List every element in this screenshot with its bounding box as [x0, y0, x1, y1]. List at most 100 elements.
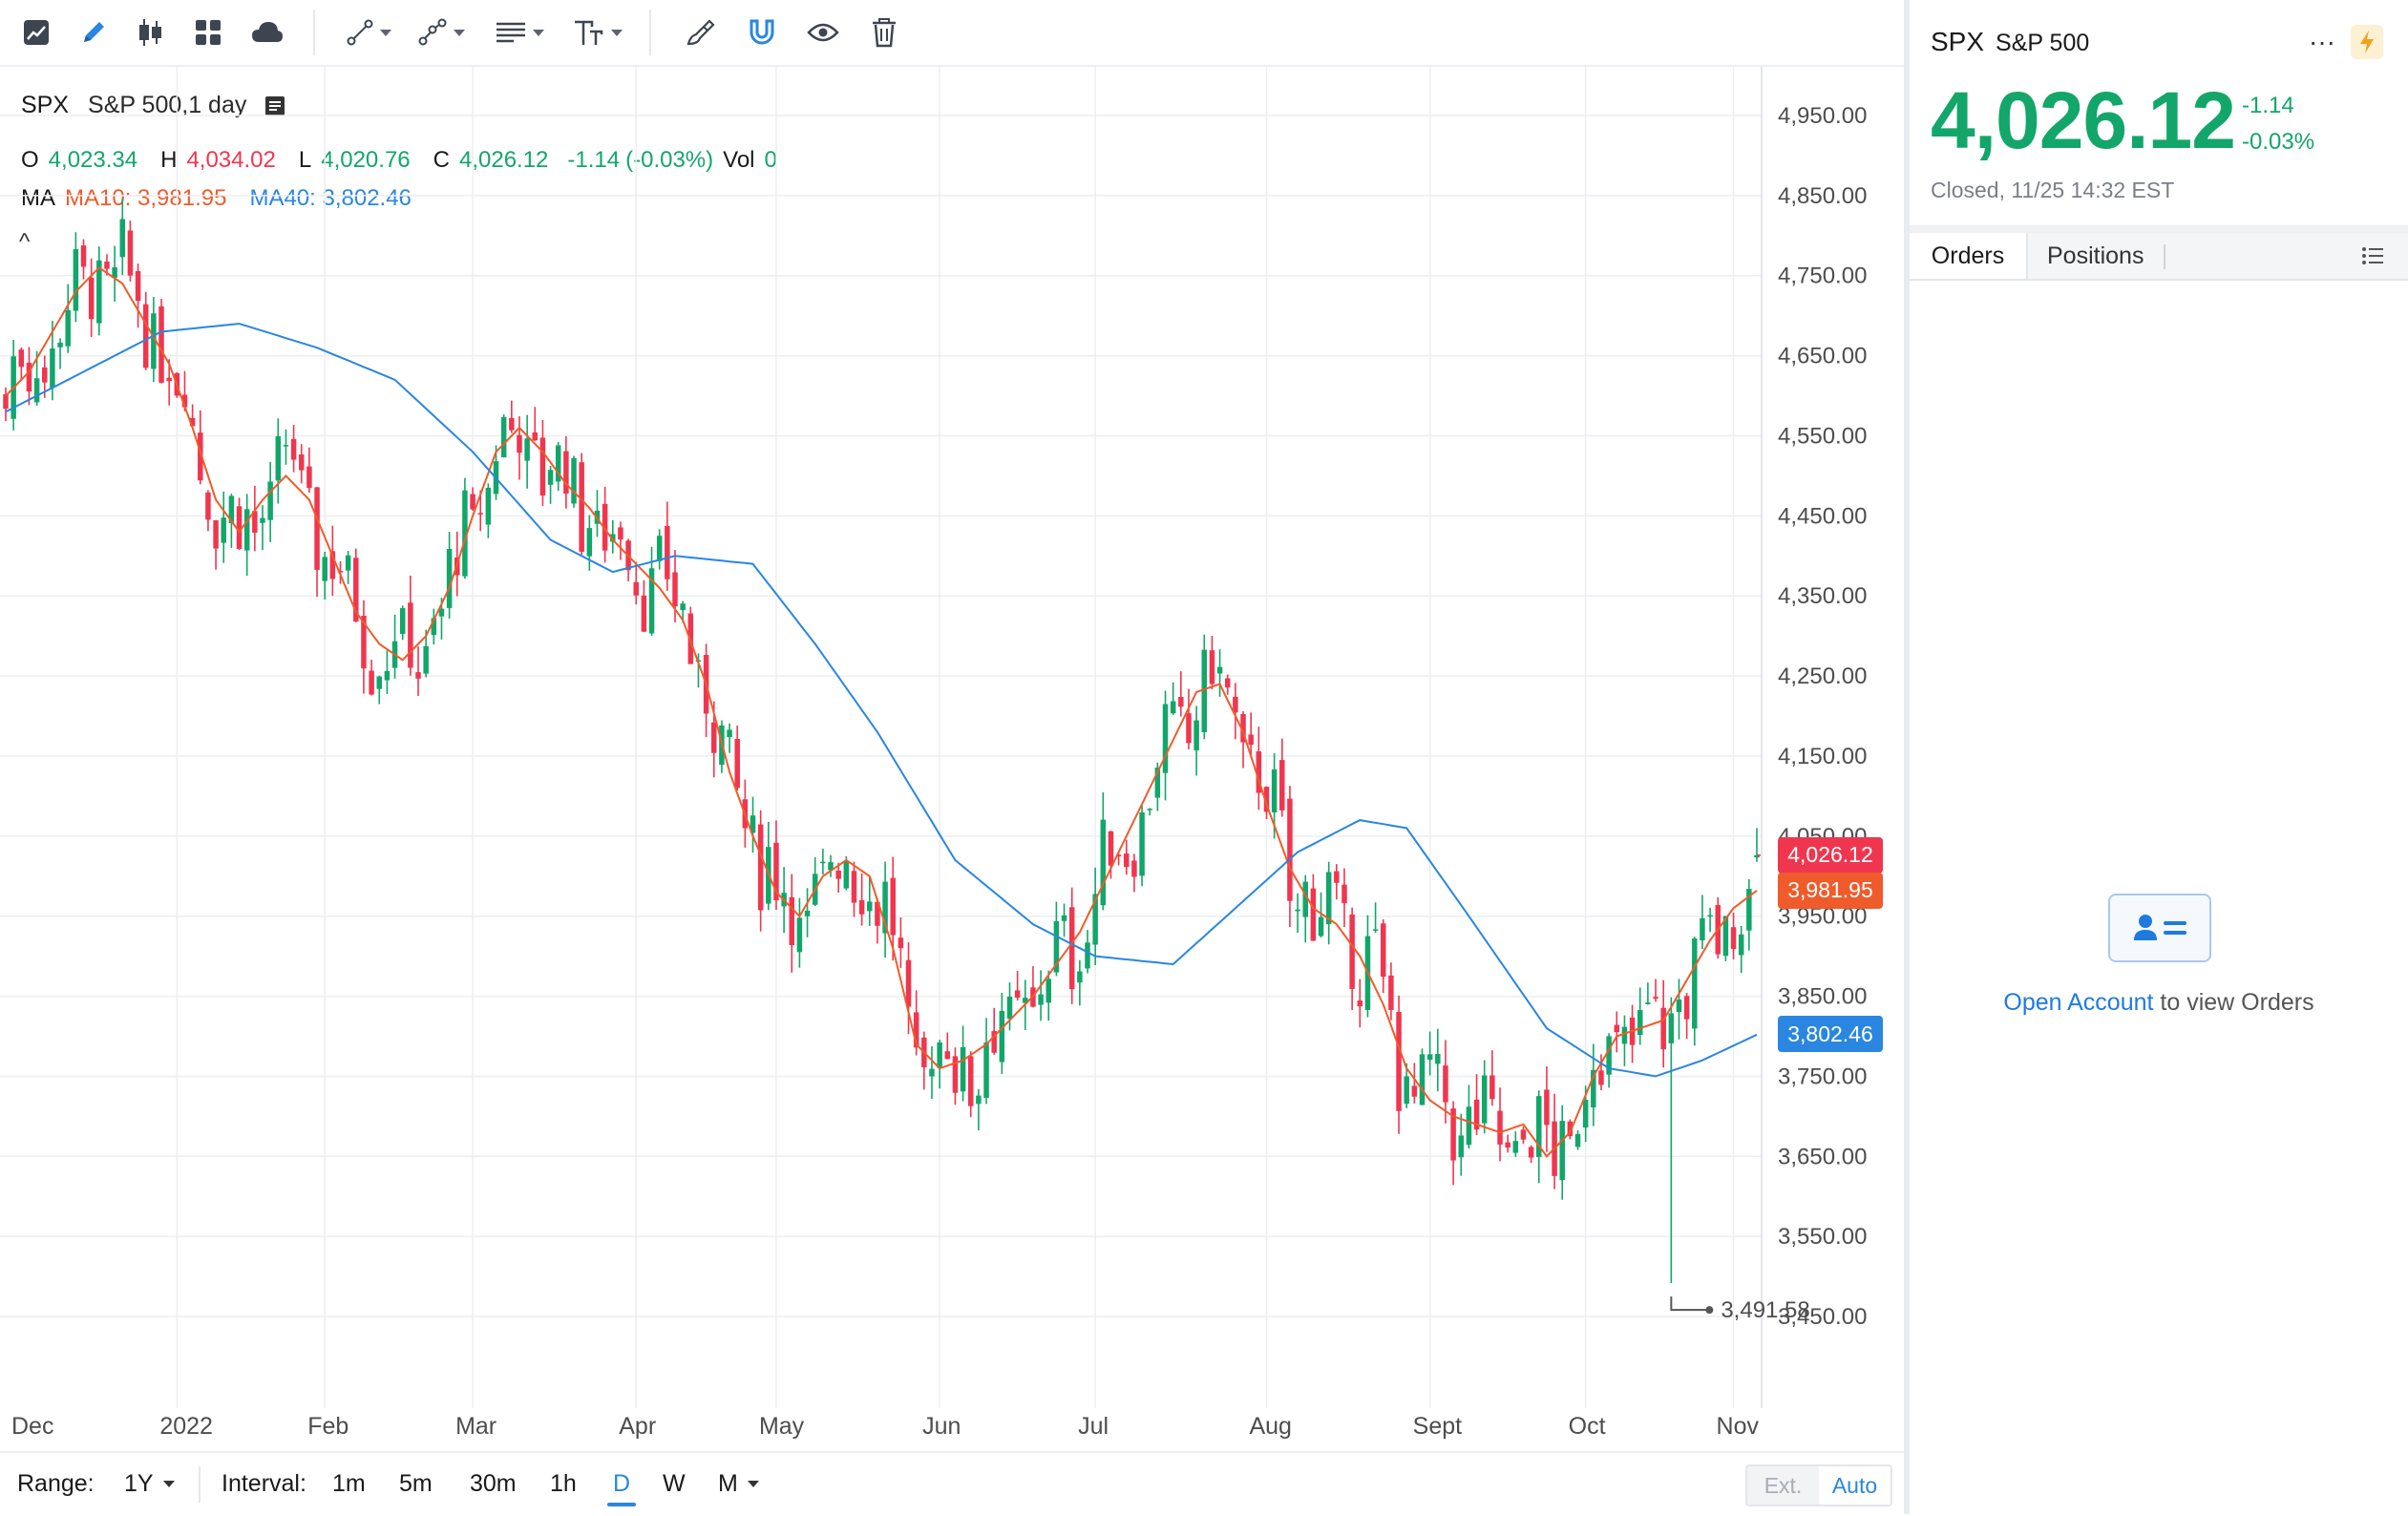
legend-volume-label: Vol: [723, 147, 755, 173]
orders-empty-message: Open Account to view Orders: [1910, 989, 2408, 1017]
candles-icon[interactable]: [132, 11, 170, 53]
candle-body: [1023, 998, 1028, 1003]
candle-body: [213, 519, 219, 549]
range-select[interactable]: 1Y: [124, 1470, 175, 1498]
candle-body: [999, 1010, 1005, 1063]
tab-positions[interactable]: Positions: [2047, 242, 2144, 269]
eye-icon[interactable]: [802, 11, 844, 53]
legend-ma40: MA40: 3,802.46: [249, 185, 412, 211]
account-card-icon[interactable]: [2108, 894, 2211, 962]
candle-body: [50, 347, 55, 389]
layouts-grid-icon[interactable]: [189, 11, 227, 53]
candle-body: [1396, 1011, 1402, 1111]
candle-body: [532, 432, 539, 441]
candle-body: [329, 551, 336, 579]
candle-body: [189, 417, 196, 427]
candle-body: [1722, 916, 1729, 957]
candle-body: [1216, 666, 1223, 674]
candle-body: [1068, 907, 1075, 990]
flash-icon[interactable]: [2351, 25, 2383, 59]
interval-30m[interactable]: 30m: [470, 1470, 517, 1497]
candle-body: [1108, 831, 1114, 866]
candle-body: [905, 959, 912, 1007]
candle-body: [1287, 798, 1293, 901]
candle-body: [1014, 990, 1021, 999]
candle-body: [1154, 767, 1161, 798]
candle-body: [1450, 1108, 1456, 1161]
legend-symbol: SPX: [21, 92, 70, 118]
candle-body: [1466, 1106, 1472, 1146]
price-chart[interactable]: 4,950.00 4,850.00 4,750.00 4,650.00 4,550.00…: [0, 67, 1904, 1451]
y-tick-label: 4,450.00: [1778, 503, 1867, 529]
ext-button[interactable]: Ext.: [1747, 1466, 1819, 1505]
interval-d[interactable]: D: [613, 1470, 631, 1497]
y-tick-label: 4,250.00: [1778, 663, 1867, 689]
candle-body: [680, 603, 686, 611]
x-tick-label: Sept: [1413, 1413, 1462, 1440]
panel-divider: [1910, 225, 2408, 233]
candle-body: [602, 503, 608, 551]
candle-body: [898, 937, 904, 949]
candle-body: [376, 676, 383, 689]
list-icon[interactable]: [2360, 244, 2385, 272]
interval-m[interactable]: M: [718, 1470, 759, 1498]
interval-5m[interactable]: 5m: [399, 1470, 433, 1497]
candle-body: [867, 901, 873, 912]
fib-tool-icon[interactable]: [412, 11, 470, 53]
candle-body: [1443, 1065, 1448, 1103]
cloud-icon[interactable]: [246, 11, 288, 53]
candle-body: [135, 270, 141, 302]
auto-button[interactable]: Auto: [1819, 1466, 1890, 1505]
interval-m-label: M: [718, 1470, 738, 1497]
magnet-icon[interactable]: [741, 11, 783, 53]
candle-body: [353, 558, 359, 622]
candle-body: [1528, 1147, 1534, 1158]
candle-body: [890, 877, 896, 936]
candle-body: [290, 438, 297, 460]
candle-body: [509, 417, 515, 431]
legend-change: -1.14: [567, 147, 621, 173]
candle-body: [1271, 769, 1278, 812]
moving-average-lines: [5, 266, 1762, 1158]
legend-collapse-toggle[interactable]: ^: [19, 229, 31, 255]
candle-body: [3, 394, 9, 410]
y-tick-label: 3,750.00: [1778, 1063, 1867, 1089]
lines-menu-icon[interactable]: [491, 11, 548, 53]
chevron-down-icon: [162, 1481, 175, 1487]
bottom-bar-separator: [199, 1466, 201, 1503]
candle-body: [1700, 917, 1705, 940]
draw-pencil-icon[interactable]: [74, 11, 113, 53]
candle-body: [820, 861, 826, 864]
brush-icon[interactable]: [680, 11, 722, 53]
candle-body: [1660, 1007, 1666, 1050]
candle-body: [1240, 714, 1246, 743]
candle-body: [524, 438, 530, 461]
interval-w[interactable]: W: [663, 1470, 686, 1497]
legend-close-label: C: [433, 147, 450, 173]
more-options-button[interactable]: ···: [2309, 27, 2335, 56]
y-tick-label: 3,550.00: [1778, 1224, 1867, 1250]
trend-line-tool-icon[interactable]: [340, 11, 397, 53]
tab-orders[interactable]: Orders: [1910, 233, 2028, 279]
candle-body: [267, 481, 273, 520]
candle-body: [1730, 927, 1737, 950]
legend-details-icon[interactable]: [265, 95, 285, 116]
chart-type-icon[interactable]: [17, 11, 55, 53]
text-tool-icon[interactable]: [569, 11, 626, 53]
open-account-link[interactable]: Open Account: [2003, 989, 2154, 1016]
trash-icon[interactable]: [863, 11, 905, 53]
candle-body: [1738, 934, 1744, 956]
legend-description: S&P 500,1 day: [88, 92, 247, 118]
candle-body: [1256, 751, 1262, 793]
candle-body: [181, 394, 188, 408]
candle-body: [1178, 696, 1184, 707]
candle-body: [431, 618, 437, 636]
interval-1h[interactable]: 1h: [550, 1470, 577, 1497]
candle-body: [976, 1095, 982, 1105]
tab-separator: [2164, 244, 2165, 269]
candle-body: [1038, 994, 1044, 1005]
interval-1m[interactable]: 1m: [332, 1470, 366, 1497]
legend-ma10: MA10: 3,981.95: [65, 185, 227, 211]
candle-body: [633, 581, 639, 596]
candle-body: [1707, 915, 1713, 917]
